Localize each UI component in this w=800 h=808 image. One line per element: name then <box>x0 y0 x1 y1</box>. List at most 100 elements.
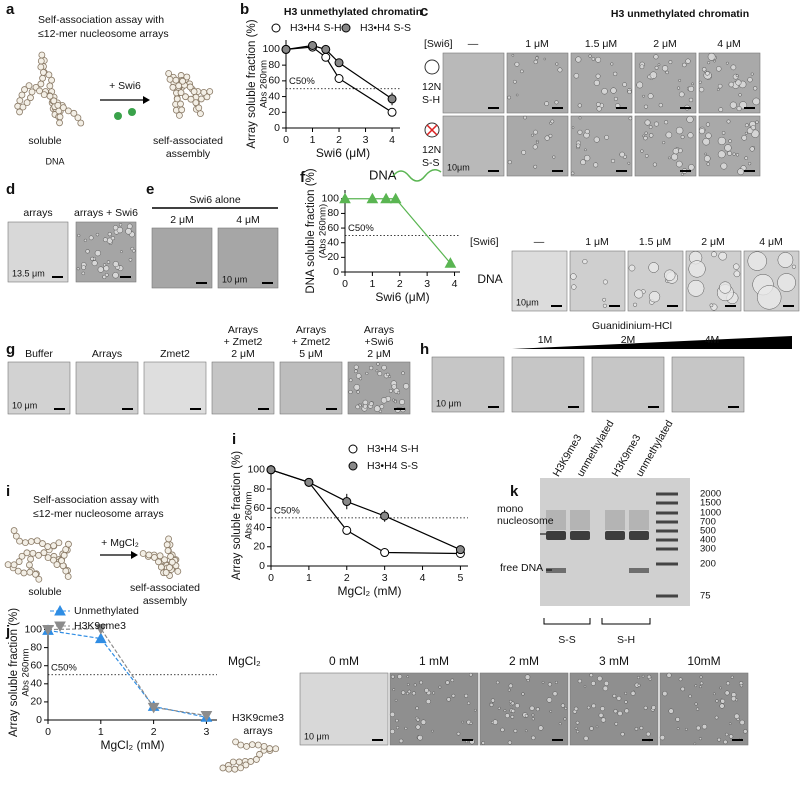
droplet <box>584 148 587 152</box>
droplet <box>386 372 390 377</box>
x-axis-title: Swi6 (μM) <box>375 290 429 304</box>
x-tick-label: 0 <box>283 134 289 146</box>
droplet <box>675 126 684 135</box>
droplet <box>431 729 434 733</box>
nucleosome <box>60 551 68 559</box>
droplet <box>610 87 617 94</box>
droplet <box>593 136 600 143</box>
x-tick-label: 5 <box>458 572 464 584</box>
nucleosome <box>45 71 53 79</box>
x-tick-label: 0 <box>45 726 51 738</box>
droplet <box>642 94 645 98</box>
label: arrays + Swi6 <box>74 207 138 219</box>
nucleosome <box>165 70 173 77</box>
droplet <box>536 141 539 144</box>
label: S-S <box>422 157 440 169</box>
nucleosome <box>15 558 23 565</box>
marker <box>308 41 318 50</box>
droplet <box>530 133 534 137</box>
nucleosome <box>232 738 239 746</box>
gel-band <box>570 531 590 540</box>
micrograph <box>279 361 343 415</box>
label: assembly <box>143 595 188 607</box>
nucleosome <box>229 758 237 766</box>
droplet <box>699 675 703 679</box>
nucleosome <box>173 95 181 103</box>
droplet <box>643 135 648 141</box>
label: 2 μM <box>231 348 255 360</box>
droplet <box>377 371 383 376</box>
droplet <box>685 728 688 731</box>
droplet <box>411 691 416 696</box>
nucleosome <box>21 539 29 547</box>
droplet <box>353 364 359 370</box>
nucleosome <box>248 741 256 749</box>
droplet <box>590 680 596 686</box>
nucleosome <box>139 550 147 557</box>
label: 12N <box>422 81 441 93</box>
label: 2 mM <box>509 654 539 668</box>
droplet <box>403 383 410 390</box>
marker <box>200 710 213 722</box>
y-tick-label: 40 <box>327 236 339 248</box>
droplet <box>749 146 755 152</box>
droplet <box>644 131 648 135</box>
ladder-band <box>656 511 678 515</box>
droplet <box>613 709 618 714</box>
droplet <box>665 70 669 75</box>
nucleosome <box>151 554 158 561</box>
droplet <box>586 705 591 710</box>
label: Buffer <box>25 348 53 360</box>
droplet <box>733 270 741 278</box>
droplet <box>362 403 368 409</box>
series-line <box>285 44 393 100</box>
y-tick-label: 100 <box>321 193 339 205</box>
panel-letter: i <box>6 483 10 500</box>
nucleosome <box>16 108 23 116</box>
label: Arrays <box>296 324 326 336</box>
gel-band <box>546 531 566 540</box>
droplet <box>686 115 694 123</box>
nucleosome <box>200 88 208 96</box>
nucleosome <box>35 551 42 559</box>
nucleosome <box>29 549 37 557</box>
droplet <box>584 154 591 162</box>
droplet <box>640 149 644 153</box>
label: soluble <box>28 135 61 147</box>
ladder-label: 700 <box>700 517 716 528</box>
panel-letter: c <box>420 3 428 20</box>
nucleosome <box>55 539 63 547</box>
droplet <box>703 155 711 162</box>
droplet <box>90 256 95 261</box>
nucleosome <box>37 57 45 65</box>
x-tick-label: 3 <box>363 134 369 146</box>
droplet <box>675 160 683 168</box>
nucleosome <box>27 94 34 102</box>
micrograph <box>211 361 275 415</box>
label: 2 μM <box>170 214 194 226</box>
ladder-band <box>656 547 678 551</box>
micrograph <box>511 356 585 413</box>
nucleosome <box>164 547 172 555</box>
nucleosome <box>237 741 245 749</box>
dna-squiggle <box>392 169 442 182</box>
y-tick-label: 100 <box>247 464 265 476</box>
label: 2 μM <box>367 348 391 360</box>
droplet <box>552 155 556 159</box>
y-tick-label: 20 <box>30 696 42 708</box>
panel-letter: a <box>6 1 15 18</box>
droplet <box>602 279 608 285</box>
nucleosome <box>272 745 280 753</box>
droplet <box>398 738 404 744</box>
nucleosome <box>253 756 260 763</box>
droplet <box>461 720 465 724</box>
droplet <box>415 724 421 730</box>
droplet <box>112 261 119 268</box>
nucleosome <box>169 83 177 91</box>
nucleosome <box>64 573 72 580</box>
droplet <box>647 93 654 100</box>
droplet <box>110 236 115 241</box>
droplet <box>719 703 725 709</box>
droplet <box>595 56 602 63</box>
